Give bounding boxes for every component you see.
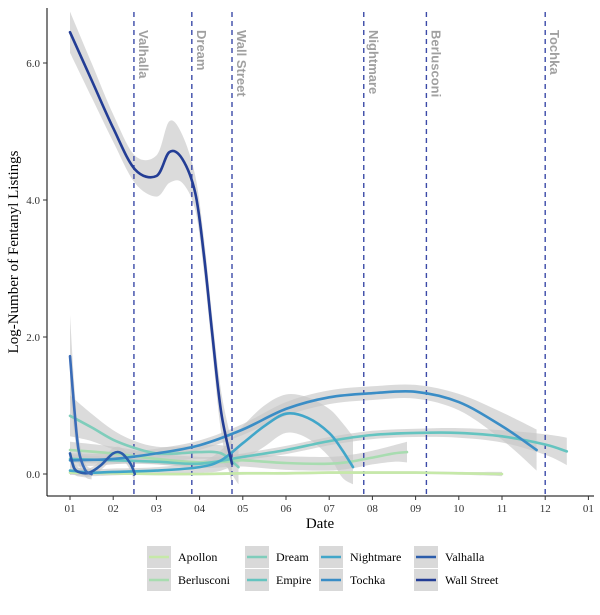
y-ticks: 0.0 2.0 4.0 6.0 <box>26 58 47 481</box>
legend-item-empire: Empire <box>245 569 311 591</box>
y-tick-label: 6.0 <box>26 58 40 70</box>
band-wall-street <box>70 11 232 485</box>
closure-label-wall-street: Wall Street <box>234 30 249 97</box>
legend-item-nightmare: Nightmare <box>319 546 401 568</box>
x-tick-label: 12 <box>540 503 551 515</box>
series-line-valhalla <box>68 450 137 476</box>
legend-item-wall-street: Wall Street <box>414 569 499 591</box>
x-tick-label: 06 <box>281 503 293 515</box>
legend-item-tochka: Tochka <box>319 569 386 591</box>
series-line-wall-street <box>68 30 234 465</box>
legend-item-valhalla: Valhalla <box>414 546 485 568</box>
legend: Apollon Berlusconi Dream Empire Nightmare Toc… <box>147 546 499 591</box>
band-wall-street <box>70 315 92 480</box>
confidence-bands <box>70 11 567 485</box>
series-line-apollon <box>68 471 504 476</box>
x-tick-label: 03 <box>151 503 163 515</box>
legend-label: Berlusconi <box>178 573 231 587</box>
x-tick-label: 10 <box>453 503 465 515</box>
series-lines <box>68 30 569 476</box>
series-line-wall-street <box>68 354 93 476</box>
legend-label: Empire <box>276 573 311 587</box>
x-ticks: 01 02 03 04 05 06 07 08 09 10 11 12 01 <box>65 496 594 515</box>
band-dream <box>70 395 239 485</box>
legend-item-apollon: Apollon <box>147 546 217 568</box>
closure-label-nightmare: Nightmare <box>366 30 381 94</box>
y-tick-label: 0.0 <box>26 469 40 481</box>
x-tick-label: 07 <box>324 503 336 515</box>
y-tick-label: 4.0 <box>26 195 40 207</box>
closure-label-berlusconi: Berlusconi <box>428 30 443 97</box>
closure-lines: Valhalla Dream Wall Street Nightmare Berlusc… <box>133 12 562 496</box>
closure-label-dream: Dream <box>194 30 209 70</box>
closure-label-valhalla: Valhalla <box>136 30 151 79</box>
legend-label: Apollon <box>178 550 217 564</box>
y-tick-label: 2.0 <box>26 332 40 344</box>
legend-label: Wall Street <box>445 573 499 587</box>
x-tick-label: 08 <box>367 503 379 515</box>
x-tick-label: 11 <box>497 503 508 515</box>
y-axis-title: Log-Number of Fentanyl Listings <box>6 150 22 353</box>
legend-item-berlusconi: Berlusconi <box>147 569 231 591</box>
x-tick-label: 01 <box>583 503 594 515</box>
x-tick-label: 05 <box>237 503 249 515</box>
series-line-nightmare <box>68 412 355 474</box>
x-tick-label: 01 <box>65 503 76 515</box>
legend-label: Nightmare <box>350 550 401 564</box>
legend-label: Valhalla <box>445 550 485 564</box>
legend-label: Dream <box>276 550 309 564</box>
legend-item-dream: Dream <box>245 546 309 568</box>
series-line-berlusconi <box>68 448 409 466</box>
series-line-tochka <box>68 389 538 462</box>
legend-label: Tochka <box>350 573 386 587</box>
x-tick-label: 04 <box>194 503 206 515</box>
closure-label-tochka: Tochka <box>547 30 562 75</box>
x-axis-title: Date <box>306 516 335 532</box>
x-tick-label: 02 <box>108 503 119 515</box>
x-tick-label: 09 <box>410 503 422 515</box>
axes <box>46 8 594 497</box>
series-line-empire <box>68 431 569 466</box>
